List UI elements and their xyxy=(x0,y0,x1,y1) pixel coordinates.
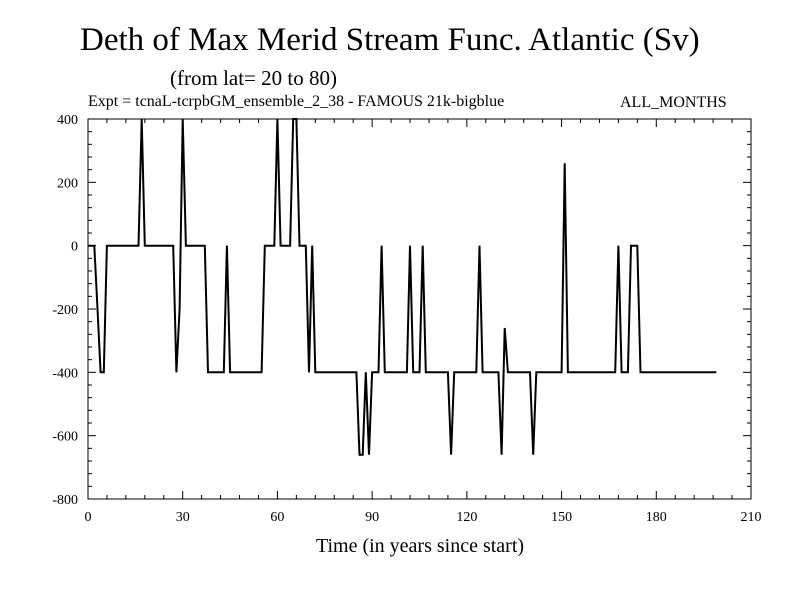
y-tick-label: -200 xyxy=(52,303,78,318)
chart-subtitle: (from lat= 20 to 80) xyxy=(170,66,337,90)
y-tick-label: 0 xyxy=(71,240,78,255)
y-tick-label: 400 xyxy=(57,113,78,128)
axis-tick-labels: 0 30 60 90 120 150 180 210 -800 -600 -400 -200 0 200 4… xyxy=(52,113,761,525)
y-tick-label: -800 xyxy=(52,493,78,508)
x-tick-label: 30 xyxy=(176,510,190,525)
x-axis-label: Time (in years since start) xyxy=(316,535,524,557)
y-tick-label: -600 xyxy=(52,430,78,445)
y-tick-label: -400 xyxy=(52,366,78,381)
x-tick-label: 90 xyxy=(365,510,379,525)
series-group xyxy=(88,118,717,456)
y-tick-label: 200 xyxy=(57,176,78,191)
x-tick-label: 0 xyxy=(85,510,92,525)
chart-title: Deth of Max Merid Stream Func. Atlantic … xyxy=(80,22,700,58)
x-tick-label: 150 xyxy=(551,510,572,525)
axis-ticks xyxy=(87,118,752,500)
plot-frame xyxy=(87,118,752,500)
x-tick-label: 60 xyxy=(270,510,284,525)
x-tick-label: 120 xyxy=(456,510,477,525)
x-tick-label: 180 xyxy=(646,510,667,525)
series-line xyxy=(88,118,717,456)
months-label: ALL_MONTHS xyxy=(620,94,727,111)
x-tick-label: 210 xyxy=(741,510,762,525)
experiment-label: Expt = tcnaL-tcrpbGM_ensemble_2_38 - FAM… xyxy=(88,93,505,110)
